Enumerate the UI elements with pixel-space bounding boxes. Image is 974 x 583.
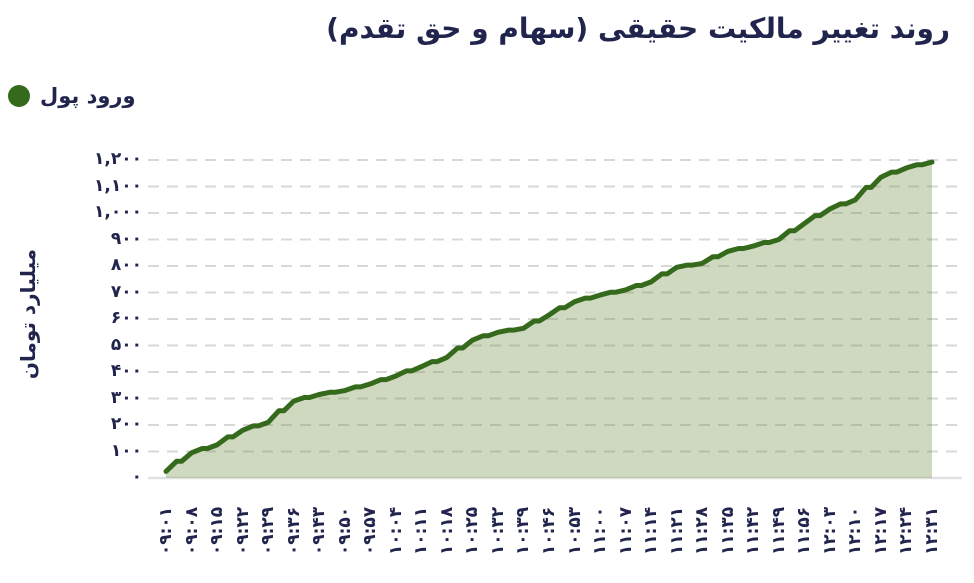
chart-title: روند تغییر مالکیت حقیقی (سهام و حق تقدم) [326, 12, 950, 45]
trend-line [163, 159, 935, 474]
legend-marker-dot [8, 85, 30, 107]
area-fill [166, 162, 932, 478]
legend-label: ورود پول [40, 84, 136, 108]
legend-item[interactable]: ورود پول [8, 84, 136, 108]
